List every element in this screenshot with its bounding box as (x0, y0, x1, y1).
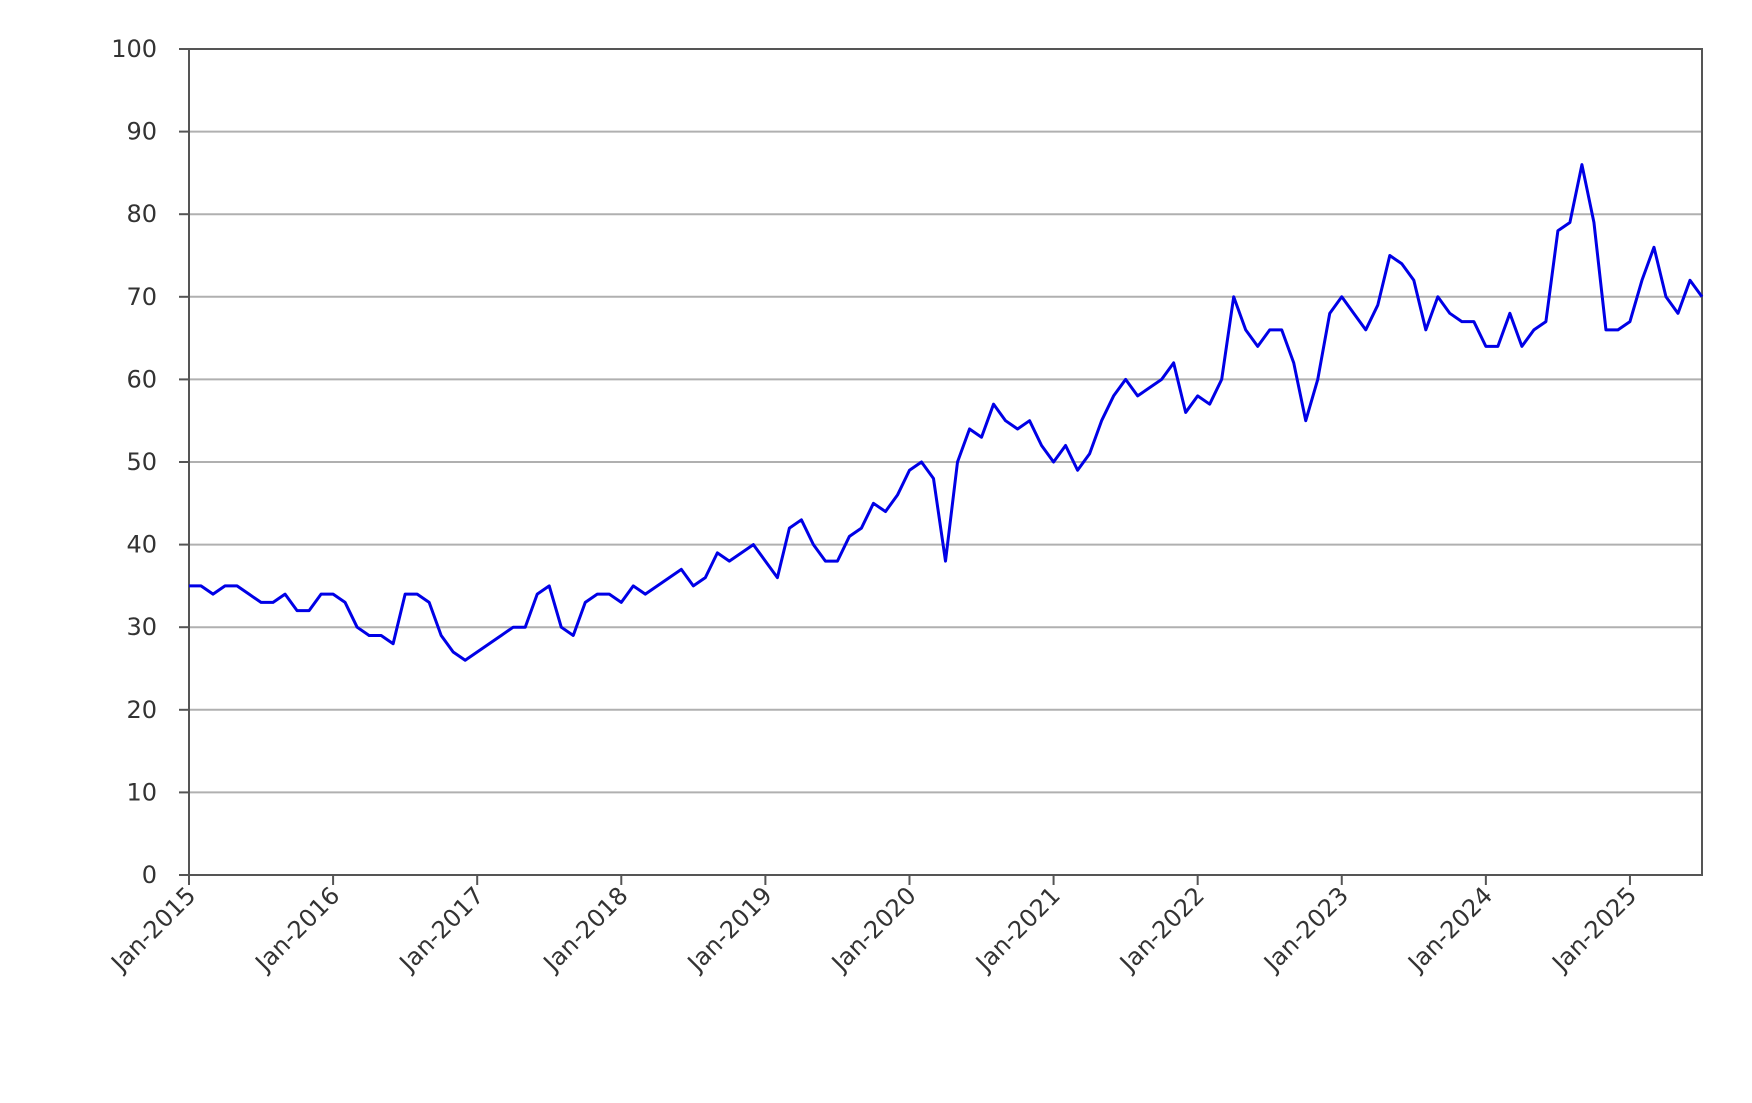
x-tick-label: Jan-2024 (1401, 881, 1498, 978)
x-tick-label: Jan-2018 (537, 881, 634, 978)
x-tick-label: Jan-2019 (681, 881, 778, 978)
y-tick-label: 80 (126, 200, 157, 228)
plot-border (188, 48, 1703, 876)
x-tick-label: Jan-2016 (249, 881, 346, 978)
y-tick-label: 20 (126, 696, 157, 724)
x-tick-label: Jan-2025 (1546, 881, 1643, 978)
y-tick-label: 0 (142, 861, 157, 889)
x-tick-label: Jan-2015 (105, 881, 202, 978)
line-series (189, 163, 1704, 662)
y-tick-label: 10 (126, 778, 157, 806)
x-tick-label: Jan-2022 (1113, 881, 1210, 978)
x-tick-label: Jan-2021 (969, 881, 1066, 978)
y-tick-label: 100 (111, 35, 157, 63)
x-tick-label: Jan-2023 (1257, 881, 1354, 978)
y-tick-label: 30 (126, 613, 157, 641)
y-tick-label: 90 (126, 118, 157, 146)
y-tick-label: 50 (126, 448, 157, 476)
x-tick-label: Jan-2020 (825, 881, 922, 978)
x-tick-label: Jan-2017 (393, 881, 490, 978)
y-tick-label: 70 (126, 283, 157, 311)
y-tick-label: 40 (126, 531, 157, 559)
y-tick-label: 60 (126, 365, 157, 393)
